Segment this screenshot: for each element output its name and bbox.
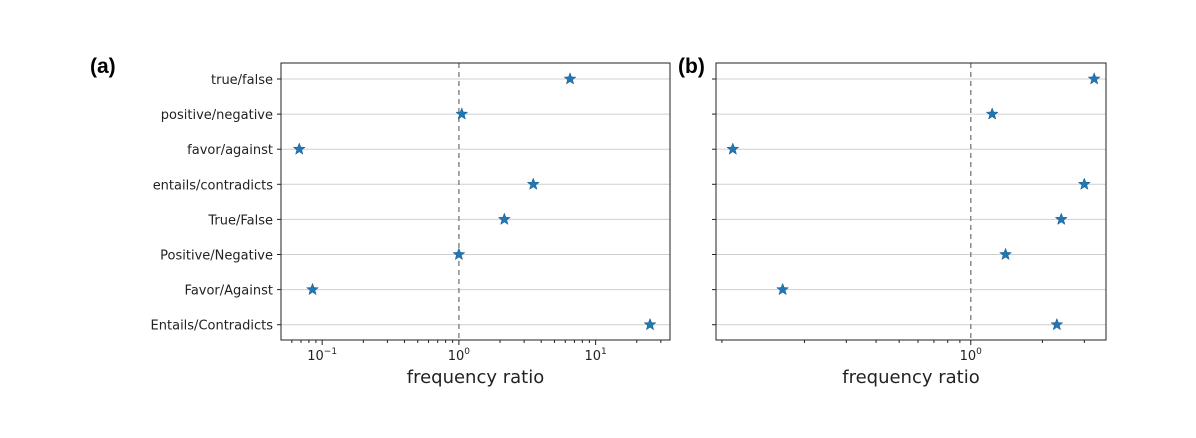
x-tick-label: 10−1 — [307, 347, 337, 364]
y-tick-label: Favor/Against — [185, 284, 273, 299]
panel-b: (b) 100 frequency ratio — [678, 55, 1107, 388]
y-tick-label: entails/contradicts — [153, 178, 274, 193]
y-tick-label: favor/against — [187, 143, 273, 158]
data-point-star — [985, 107, 999, 120]
data-point-star — [726, 142, 740, 155]
x-tick-label: 100 — [448, 347, 471, 364]
plot-frame — [280, 62, 671, 341]
data-point-star — [776, 282, 790, 296]
panel-label: (a) — [90, 55, 116, 78]
y-tick-label: True/False — [207, 213, 273, 228]
panel-label: (b) — [678, 55, 705, 78]
y-tick-label: Positive/Negative — [160, 249, 273, 264]
y-tick-label: Entails/Contradicts — [151, 319, 274, 334]
x-axis-label: frequency ratio — [407, 367, 545, 388]
data-point-star — [998, 247, 1013, 261]
data-point-star — [497, 212, 511, 225]
data-point-star — [526, 177, 540, 190]
data-point-star — [305, 282, 320, 296]
y-tick-label: positive/negative — [161, 108, 273, 123]
data-point-star — [1087, 72, 1101, 85]
x-axis-label: frequency ratio — [842, 367, 980, 388]
data-point-star — [452, 247, 466, 261]
data-point-star — [1054, 212, 1068, 225]
data-point-star — [1050, 317, 1064, 331]
data-point-star — [455, 107, 469, 120]
plot-frame — [715, 62, 1107, 341]
data-point-star — [292, 142, 306, 155]
x-tick-label: 101 — [584, 347, 606, 364]
data-point-star — [1077, 177, 1091, 190]
data-point-star — [563, 72, 577, 85]
x-tick-label: 100 — [960, 347, 983, 364]
y-tick-label: true/false — [211, 73, 273, 88]
panel-a: (a) true/false positive/negative favor/agai… — [90, 55, 671, 388]
data-point-star — [643, 317, 657, 331]
